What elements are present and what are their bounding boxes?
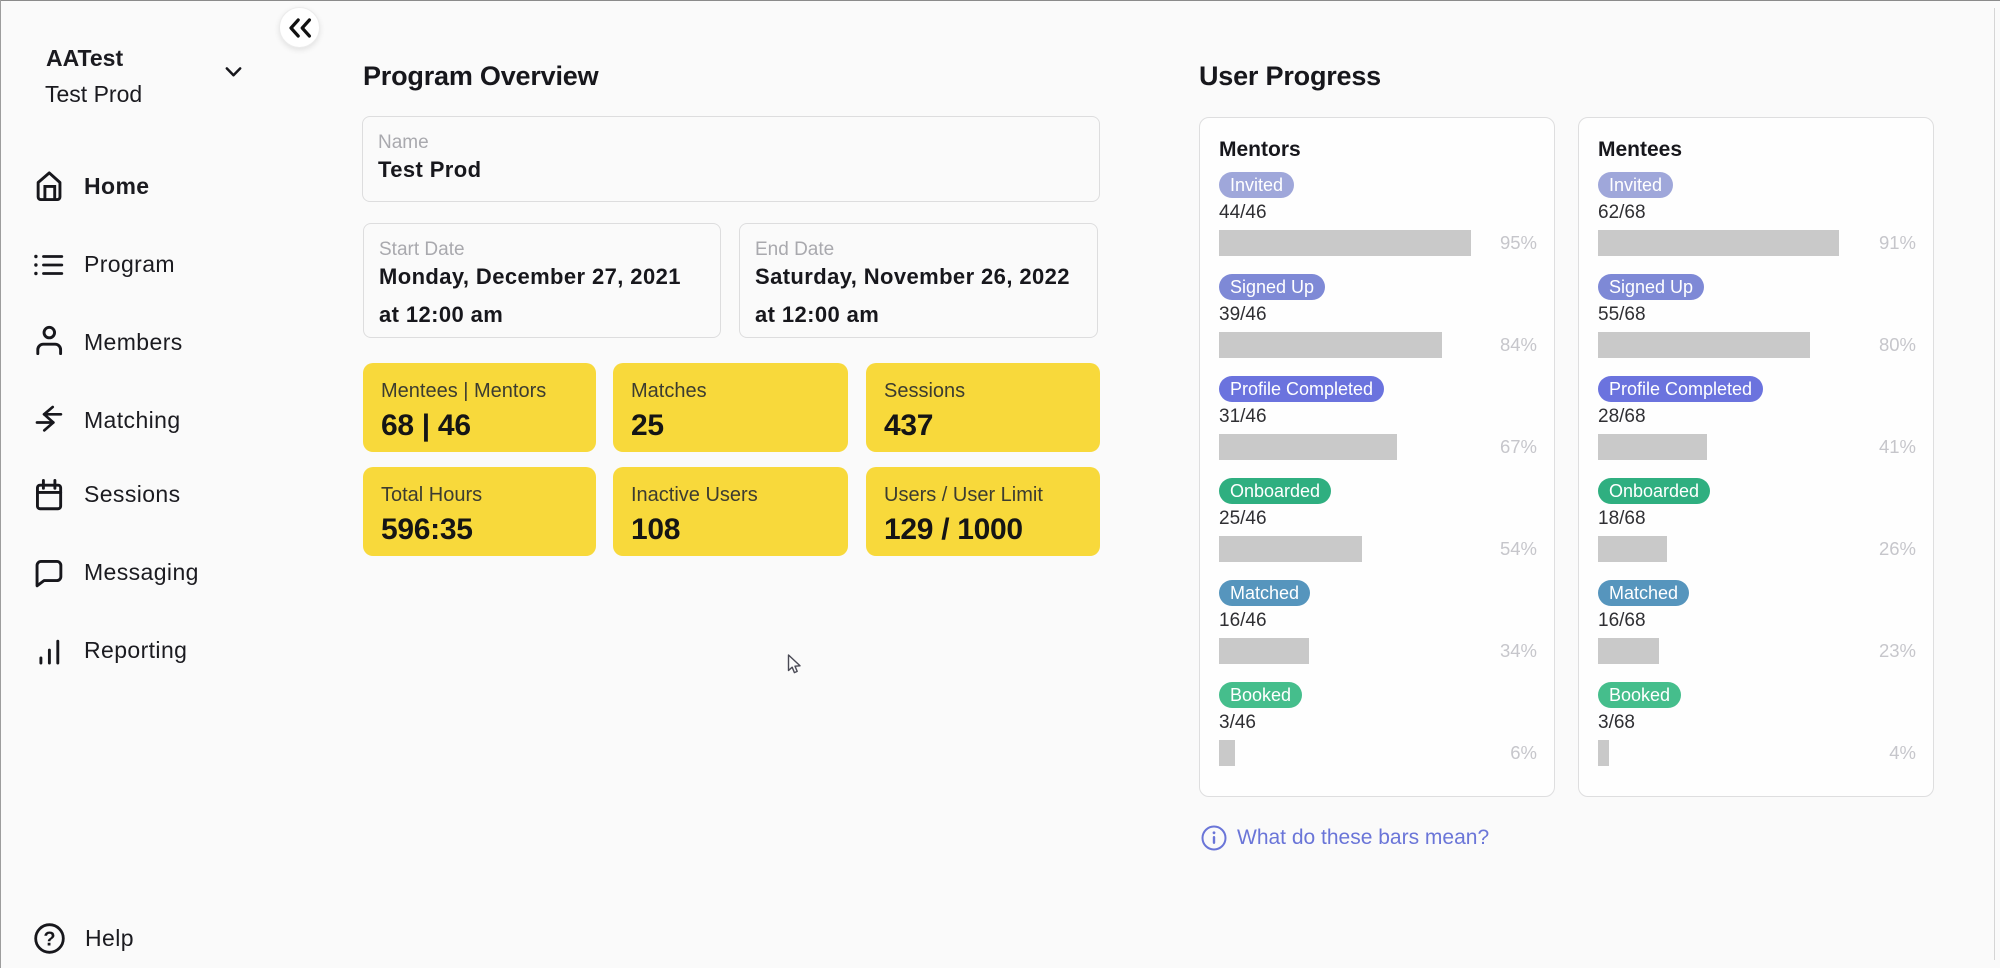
svg-text:?: ? (43, 928, 55, 950)
